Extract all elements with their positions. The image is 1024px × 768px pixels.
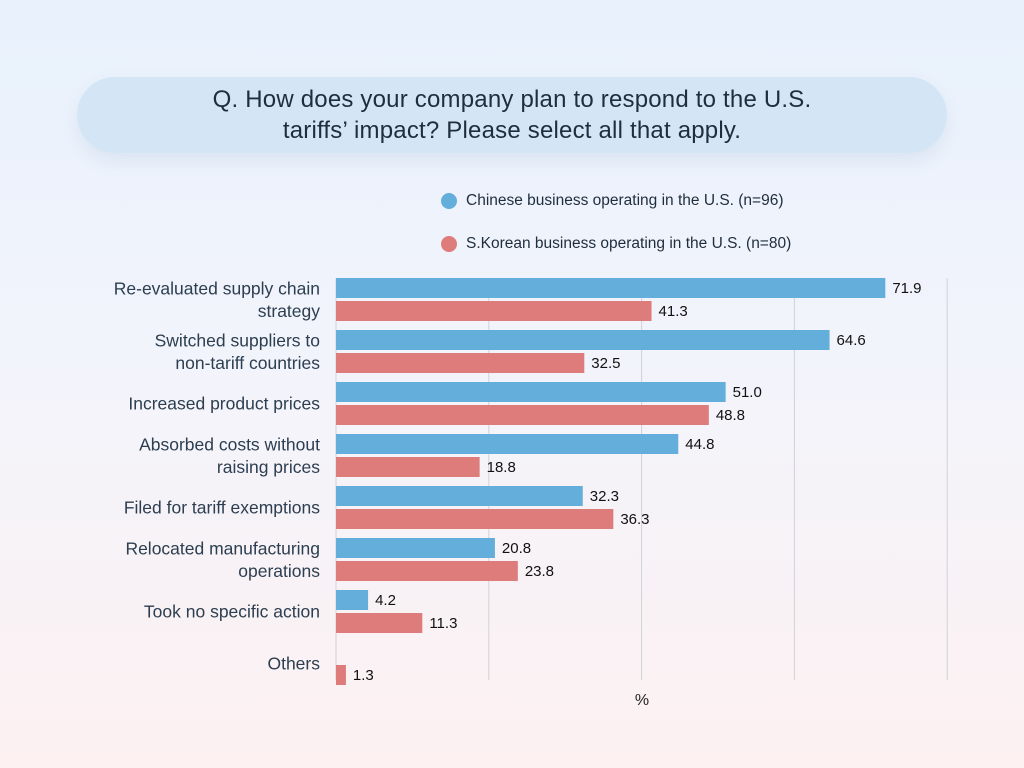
bar-korean <box>336 613 423 633</box>
category-label: Relocated manufacturing operations <box>125 538 320 581</box>
category-label: Switched suppliers to non-tariff countrie… <box>155 330 321 373</box>
value-label-chinese: 20.8 <box>502 540 531 557</box>
bar-korean <box>336 665 346 685</box>
bar-korean <box>336 509 614 529</box>
bar-chinese <box>336 330 830 350</box>
category-label: Took no specific action <box>144 602 320 622</box>
value-label-korean: 48.8 <box>716 407 745 424</box>
category-label: Absorbed costs without raising prices <box>139 434 320 477</box>
bar-korean <box>336 405 709 425</box>
category-label-line: operations <box>238 561 320 581</box>
bar-korean <box>336 457 480 477</box>
legend-swatch-chinese <box>441 193 457 209</box>
bar-korean <box>336 301 652 321</box>
value-label-korean: 1.3 <box>353 667 374 684</box>
question-banner: Q. How does your company plan to respond… <box>77 77 947 153</box>
bar-chinese <box>336 538 495 558</box>
category-label: Others <box>267 654 320 674</box>
bar-korean <box>336 561 518 581</box>
legend-item-korean: S.Korean business operating in the U.S. … <box>441 235 791 253</box>
bar-chinese <box>336 434 679 454</box>
category-label-line: Increased product prices <box>128 394 320 414</box>
legend-label-chinese: Chinese business operating in the U.S. (… <box>466 192 784 209</box>
category-label-line: Absorbed costs without <box>139 434 320 454</box>
category-label-line: Took no specific action <box>144 602 320 622</box>
value-label-chinese: 71.9 <box>892 280 921 297</box>
legend-swatch-korean <box>441 236 457 252</box>
category-label-line: non-tariff countries <box>175 353 320 373</box>
value-label-chinese: 44.8 <box>685 436 714 453</box>
category-label-line: Re-evaluated supply chain <box>114 278 320 298</box>
category-label: Filed for tariff exemptions <box>124 498 320 518</box>
value-label-korean: 32.5 <box>591 355 620 372</box>
category-label: Increased product prices <box>128 394 320 414</box>
category-label-line: raising prices <box>217 457 320 477</box>
value-label-korean: 18.8 <box>487 459 516 476</box>
bar-chinese <box>336 382 726 402</box>
value-label-korean: 41.3 <box>659 303 688 320</box>
value-label-chinese: 51.0 <box>733 384 762 401</box>
category-label: Re-evaluated supply chain strategy <box>114 278 320 321</box>
category-label-line: Others <box>267 654 320 674</box>
category-label-line: Filed for tariff exemptions <box>124 498 320 518</box>
category-label-line: Switched suppliers to <box>155 330 320 350</box>
category-label-line: Relocated manufacturing <box>125 538 320 558</box>
x-axis-label: % <box>635 692 649 709</box>
value-label-chinese: 4.2 <box>375 592 396 609</box>
bar-chinese <box>336 590 369 610</box>
value-label-korean: 23.8 <box>525 563 554 580</box>
bar-chinese <box>336 278 886 298</box>
value-label-korean: 11.3 <box>429 615 457 632</box>
question-text: Q. How does your company plan to respond… <box>212 86 812 144</box>
bar-korean <box>336 353 585 373</box>
legend-label-korean: S.Korean business operating in the U.S. … <box>466 235 792 252</box>
category-label-line: strategy <box>258 301 320 321</box>
value-label-chinese: 32.3 <box>590 488 619 505</box>
value-label-korean: 36.3 <box>620 511 649 528</box>
bar-chinese <box>336 486 583 506</box>
value-label-chinese: 64.6 <box>837 332 866 349</box>
legend-item-chinese: Chinese business operating in the U.S. (… <box>441 192 784 210</box>
